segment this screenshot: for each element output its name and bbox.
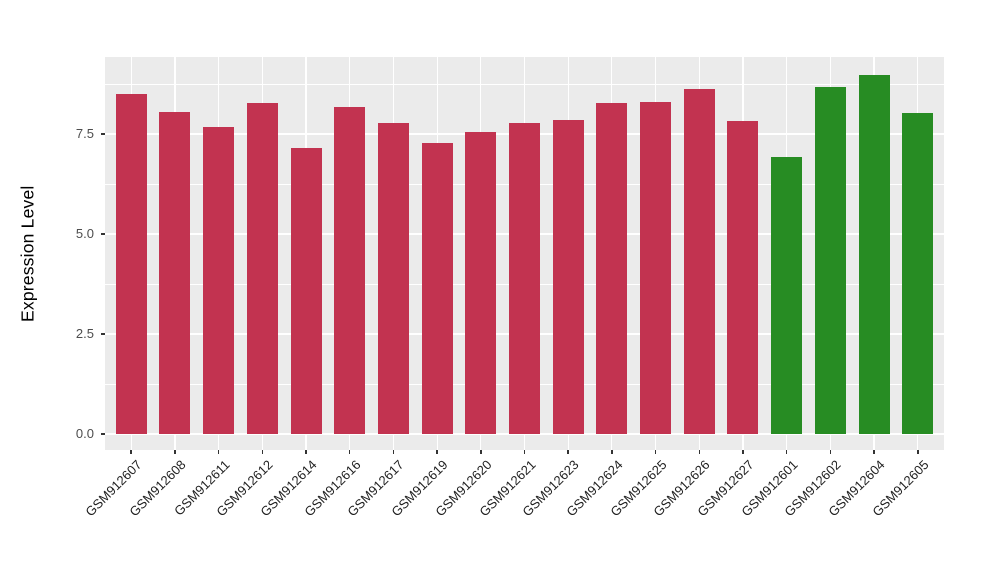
y-tick-label: 7.5: [75, 126, 94, 141]
bar-GSM912620: [465, 132, 497, 434]
bar-GSM912601: [771, 156, 803, 434]
x-tick-mark: [829, 450, 832, 454]
x-tick-mark: [567, 450, 569, 454]
x-tick-mark: [523, 450, 526, 454]
bar-GSM912625: [640, 102, 672, 434]
x-tick-mark: [305, 450, 307, 454]
x-tick-mark: [654, 450, 657, 454]
x-tick-mark: [873, 450, 875, 454]
x-tick-mark: [611, 450, 613, 454]
x-tick-mark: [174, 450, 176, 454]
bar-GSM912627: [727, 120, 759, 434]
bar-GSM912608: [159, 112, 191, 434]
y-tick-mark: [101, 433, 105, 435]
bar-GSM912619: [421, 143, 453, 434]
bar-GSM912626: [683, 88, 715, 434]
x-tick-mark: [742, 450, 744, 454]
bar-GSM912614: [290, 148, 322, 434]
x-tick-mark: [217, 450, 220, 454]
bar-GSM912623: [552, 120, 584, 434]
x-tick-mark: [436, 450, 438, 454]
y-tick-mark: [101, 333, 105, 335]
bar-GSM912617: [377, 122, 409, 434]
bar-GSM912624: [596, 103, 628, 434]
bar-GSM912602: [814, 86, 846, 434]
bar-GSM912612: [246, 102, 278, 434]
bar-GSM912616: [334, 106, 366, 434]
x-tick-mark: [480, 450, 482, 454]
bar-GSM912611: [203, 126, 235, 434]
y-tick-mark: [101, 233, 105, 235]
x-tick-mark: [698, 450, 701, 454]
x-tick-mark: [261, 450, 264, 454]
bar-GSM912607: [115, 94, 147, 434]
x-tick-mark: [348, 450, 351, 454]
y-tick-label: 5.0: [75, 226, 94, 241]
x-tick-mark: [392, 450, 395, 454]
y-axis-title: Expression Level: [17, 185, 38, 322]
y-tick-mark: [101, 133, 105, 135]
x-tick-mark: [785, 450, 788, 454]
bar-GSM912621: [509, 122, 540, 434]
bar-GSM912604: [858, 74, 890, 434]
y-tick-label: 2.5: [75, 326, 94, 341]
x-tick-mark: [917, 450, 919, 454]
x-tick-mark: [130, 450, 132, 454]
bar-GSM912605: [902, 112, 934, 434]
y-tick-label: 0.0: [75, 426, 94, 441]
